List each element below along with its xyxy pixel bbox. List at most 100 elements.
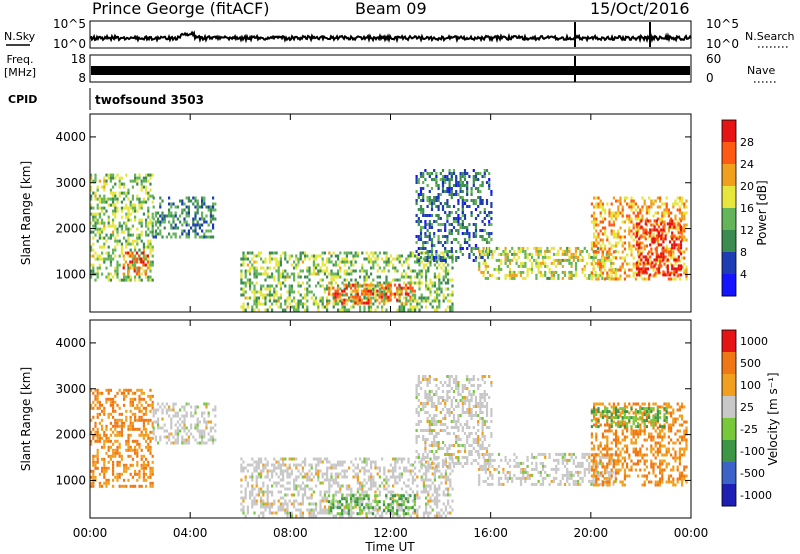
date-title: 15/Oct/2016 xyxy=(590,0,690,18)
power-echo-region xyxy=(327,283,416,305)
colorbar-tick-label: 1000 xyxy=(740,335,768,348)
velocity-echo-region xyxy=(415,375,493,468)
colorbar-tick-label: -500 xyxy=(740,467,765,480)
nave-label: Nave xyxy=(747,64,775,77)
colorbar-tick-label: 24 xyxy=(740,158,754,171)
colorbar-segment xyxy=(722,462,736,485)
velocity-time-ticks xyxy=(89,320,692,518)
sky-noise-trace xyxy=(90,22,692,47)
sky-left-label: N.Sky xyxy=(4,30,36,43)
power-echo-region xyxy=(478,246,617,280)
freq-left-tick-bottom: 8 xyxy=(78,71,86,85)
colorbar-segment xyxy=(722,230,736,253)
velocity-echo-region xyxy=(590,407,668,429)
colorbar-tick-label: 8 xyxy=(740,246,747,259)
velocity-ylabel: Slant Range [km] xyxy=(19,367,33,471)
colorbar-tick-label: 20 xyxy=(740,180,754,193)
time-axis-labels: 00:00 04:00 08:00 12:00 16:00 20:00 00:00 xyxy=(73,526,709,540)
cpid-panel: CPID twofsound 3503 xyxy=(8,88,204,110)
time-axis-title: Time UT xyxy=(364,540,415,554)
velocity-colorbar: 1000 500 100 25 -25 -100 -500 -1000 xyxy=(721,329,772,507)
colorbar-tick-label: 12 xyxy=(740,224,754,237)
station-title: Prince George (fitACF) xyxy=(92,0,270,18)
y-tick-label: 1000 xyxy=(55,473,86,487)
colorbar-frame xyxy=(721,329,737,507)
y-tick-label: 3000 xyxy=(55,176,86,190)
colorbar-segment xyxy=(722,330,736,353)
colorbar-tick-label: 28 xyxy=(740,136,754,149)
colorbar-segment xyxy=(722,208,736,231)
sky-right-tick-top: 10^5 xyxy=(706,17,739,31)
colorbar-tick-label: -25 xyxy=(740,423,758,436)
colorbar-tick-label: 100 xyxy=(740,379,761,392)
velocity-echo-region xyxy=(327,494,416,516)
time-tick-label: 16:00 xyxy=(473,526,508,540)
time-tick-label: 20:00 xyxy=(574,526,609,540)
power-echo-region xyxy=(415,169,493,262)
colorbar-tick-label: 16 xyxy=(740,202,754,215)
colorbar-segment xyxy=(722,440,736,463)
colorbar-segment xyxy=(722,418,736,441)
colorbar-segment xyxy=(722,374,736,397)
sky-left-tick-bottom: 10^0 xyxy=(53,37,86,51)
colorbar-tick-label: 500 xyxy=(740,357,761,370)
power-panel: 1000 2000 3000 4000 Slant Range [km] 4 8 12 16… xyxy=(19,113,769,313)
colorbar-segment xyxy=(722,252,736,275)
sky-panel: N.Sky 10^5 10^0 10^5 10^0 N.Search xyxy=(4,17,795,51)
freq-right-tick-bottom: 0 xyxy=(706,71,714,85)
y-tick-label: 4000 xyxy=(55,336,86,350)
colorbar-segment xyxy=(722,274,736,297)
power-echo-region xyxy=(635,219,683,277)
sky-right-tick-bottom: 10^0 xyxy=(706,37,739,51)
time-tick-label: 00:00 xyxy=(674,526,709,540)
y-tick-label: 4000 xyxy=(55,130,86,144)
colorbar-segment xyxy=(722,484,736,507)
velocity-panel: 1000 2000 3000 4000 Slant Range [km] 1000 50… xyxy=(19,319,780,519)
freq-panel: Freq. [MHz] 18 8 60 0 Nave xyxy=(4,52,776,85)
colorbar-tick-label: 4 xyxy=(740,268,747,281)
colorbar-tick-label: -1000 xyxy=(740,489,772,502)
sky-noise-line xyxy=(90,30,692,44)
colorbar-segment xyxy=(722,352,736,375)
power-ylabel: Slant Range [km] xyxy=(19,161,33,265)
power-time-ticks xyxy=(89,114,692,312)
time-tick-label: 04:00 xyxy=(173,526,208,540)
velocity-colorbar-label: Velocity [m s⁻¹] xyxy=(766,372,780,465)
cpid-label: CPID xyxy=(8,93,37,106)
time-tick-label: 08:00 xyxy=(273,526,308,540)
y-tick-label: 2000 xyxy=(55,428,86,442)
y-tick-label: 1000 xyxy=(55,267,86,281)
time-tick-label: 00:00 xyxy=(73,526,108,540)
power-range-axis: 1000 2000 3000 4000 xyxy=(55,130,691,281)
colorbar-frame xyxy=(721,119,737,297)
power-echo-region xyxy=(122,251,149,276)
colorbar-segment xyxy=(722,164,736,187)
beam-title: Beam 09 xyxy=(355,0,427,18)
time-tick-label: 12:00 xyxy=(373,526,408,540)
power-echo-region xyxy=(152,196,217,239)
freq-left-tick-top: 18 xyxy=(71,52,86,66)
colorbar-tick-label: 25 xyxy=(740,401,754,414)
power-colorbar: 4 8 12 16 20 24 28 xyxy=(721,119,754,297)
sky-right-label: N.Search xyxy=(745,30,795,43)
colorbar-tick-label: -100 xyxy=(740,445,765,458)
colorbar-segment xyxy=(722,186,736,209)
velocity-echo-map xyxy=(90,375,688,518)
velocity-range-axis: 1000 2000 3000 4000 xyxy=(55,336,691,487)
power-colorbar-label: Power [dB] xyxy=(755,180,769,245)
freq-left-label-2: [MHz] xyxy=(4,66,36,79)
velocity-echo-region xyxy=(240,457,454,518)
cpid-value: twofsound 3503 xyxy=(95,93,204,107)
velocity-echo-region xyxy=(478,452,617,486)
y-tick-label: 3000 xyxy=(55,382,86,396)
velocity-echo-region xyxy=(90,388,154,488)
freq-right-tick-top: 60 xyxy=(706,52,721,66)
freq-left-label-1: Freq. xyxy=(6,53,33,66)
frequency-band xyxy=(91,66,690,75)
colorbar-segment xyxy=(722,396,736,419)
sky-left-tick-top: 10^5 xyxy=(53,17,86,31)
colorbar-segment xyxy=(722,120,736,143)
velocity-echo-region xyxy=(152,402,217,445)
y-tick-label: 2000 xyxy=(55,222,86,236)
